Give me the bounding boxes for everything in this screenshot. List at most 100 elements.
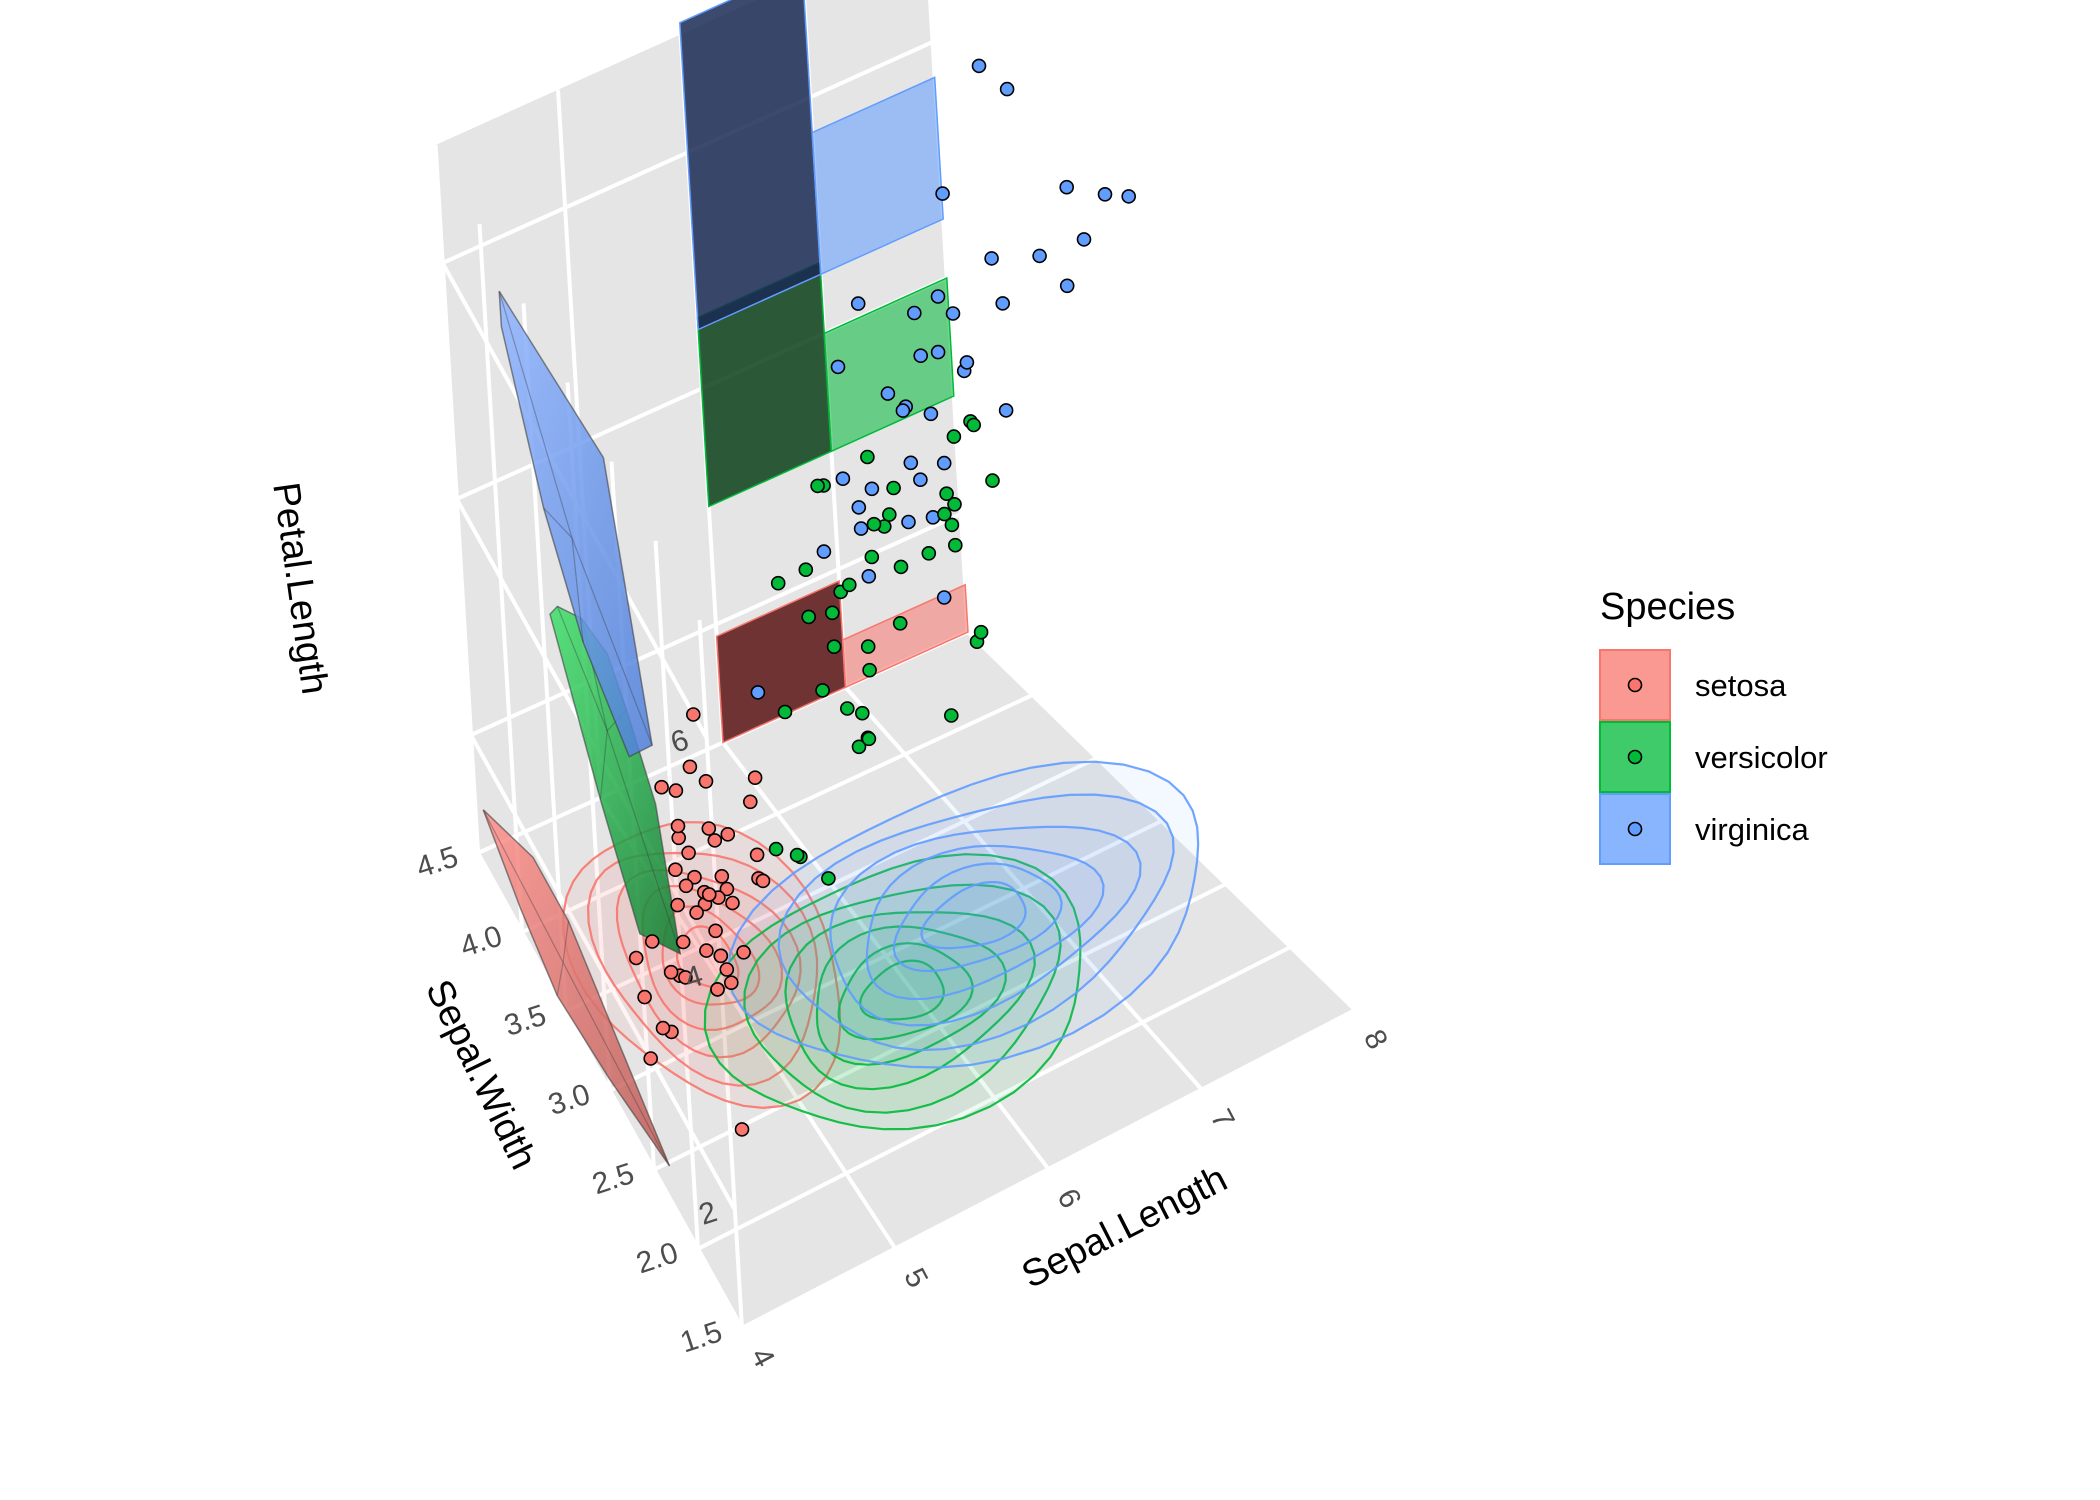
- hull-facet-setosa: [562, 962, 671, 1167]
- point-setosa: [681, 845, 696, 861]
- point-setosa: [713, 948, 729, 964]
- hull-facet-virginica: [571, 537, 584, 643]
- point-setosa: [736, 944, 751, 960]
- contour-virginica: [726, 760, 1200, 1069]
- point-virginica: [959, 355, 975, 370]
- hull-facet-virginica: [543, 507, 573, 539]
- point-setosa: [668, 783, 684, 798]
- legend-label-virginica: virginica: [1695, 812, 1809, 847]
- point-setosa: [637, 989, 652, 1005]
- hull-facet-setosa: [556, 962, 564, 996]
- contour-setosa: [641, 884, 784, 1032]
- point-virginica: [830, 359, 846, 375]
- point-virginica: [936, 455, 952, 471]
- point-versicolor: [810, 478, 825, 494]
- point-setosa: [725, 895, 740, 911]
- point-versicolor: [826, 639, 842, 655]
- point-versicolor: [947, 496, 962, 512]
- point-setosa: [675, 934, 691, 950]
- side-bar-virginica: [811, 76, 944, 276]
- point-versicolor: [886, 480, 901, 496]
- point-setosa: [708, 923, 723, 939]
- point-versicolor: [861, 731, 877, 747]
- point-versicolor: [893, 559, 909, 575]
- y-tick-label: 2.0: [632, 1236, 682, 1280]
- point-setosa: [670, 818, 686, 834]
- point-virginica: [1032, 248, 1047, 264]
- side-bar-versicolor: [823, 276, 955, 453]
- point-virginica: [999, 81, 1015, 97]
- gridline-back-z: [469, 734, 737, 1211]
- point-versicolor: [768, 841, 784, 857]
- point-virginica: [903, 455, 919, 471]
- point-setosa: [719, 962, 735, 977]
- point-virginica: [998, 403, 1014, 418]
- point-virginica: [1059, 179, 1074, 195]
- hull-facet-versicolor: [606, 730, 681, 955]
- point-virginica: [850, 296, 866, 311]
- gridline-floor-y: [741, 1008, 1356, 1330]
- hull-facet-versicolor: [556, 606, 608, 732]
- y-tick-label: 4.5: [412, 840, 462, 884]
- point-setosa: [749, 847, 765, 863]
- point-setosa: [628, 950, 644, 966]
- point-virginica: [1076, 232, 1092, 247]
- point-setosa: [668, 862, 683, 878]
- point-versicolor: [973, 624, 989, 640]
- point-virginica: [750, 685, 766, 700]
- x-axis-title: Sepal.Length: [1015, 1158, 1234, 1297]
- point-setosa: [682, 759, 698, 775]
- point-versicolor: [892, 615, 908, 631]
- x-tick-label: 8: [1357, 1024, 1394, 1054]
- point-setosa: [663, 964, 679, 980]
- point-versicolor: [939, 486, 954, 502]
- point-versicolor: [862, 662, 877, 678]
- point-virginica: [906, 305, 922, 321]
- point-setosa: [678, 970, 693, 985]
- hull-virginica: [498, 290, 653, 758]
- hull-facet-virginica: [571, 537, 653, 746]
- gridline-floor-y: [521, 693, 1034, 934]
- point-versicolor: [860, 639, 876, 654]
- floor-density-contours: [562, 760, 1200, 1131]
- contour-versicolor: [859, 959, 945, 1021]
- point-setosa: [699, 943, 714, 958]
- y-tick-label: 1.5: [676, 1315, 726, 1359]
- gridline-side-z: [470, 512, 962, 737]
- contour-virginica: [892, 862, 1063, 973]
- point-virginica: [930, 289, 946, 304]
- y-tick-label: 2.5: [588, 1157, 638, 1201]
- point-versicolor: [815, 683, 830, 698]
- point-versicolor: [943, 708, 959, 723]
- y-tick-label: 3.5: [500, 999, 550, 1043]
- y-tick-label: 3.0: [544, 1078, 594, 1122]
- point-setosa: [678, 878, 694, 894]
- legend-key-point-setosa: [1627, 677, 1643, 693]
- point-virginica: [1097, 187, 1113, 202]
- point-virginica: [816, 544, 832, 559]
- point-versicolor: [921, 545, 937, 561]
- point-versicolor: [854, 705, 870, 721]
- x-tick-label: 4: [744, 1342, 781, 1372]
- point-versicolor: [944, 517, 960, 533]
- hull-facet-versicolor: [599, 730, 608, 800]
- point-virginica: [901, 514, 916, 530]
- point-setosa: [685, 707, 701, 722]
- point-versicolor: [966, 417, 982, 433]
- legend-title: Species: [1600, 586, 1735, 628]
- point-virginica: [923, 406, 939, 422]
- point-versicolor: [947, 537, 963, 553]
- point-setosa: [654, 779, 669, 795]
- point-versicolor: [985, 473, 1000, 488]
- legend-key-point-versicolor: [1627, 749, 1643, 765]
- legend-label-setosa: setosa: [1695, 668, 1787, 703]
- hull-facet-virginica: [498, 291, 573, 538]
- point-setosa: [698, 773, 714, 789]
- point-setosa: [742, 794, 758, 810]
- point-versicolor: [860, 449, 875, 465]
- point-setosa: [644, 934, 660, 949]
- data-points: [628, 58, 1136, 1137]
- point-setosa: [670, 897, 685, 913]
- point-virginica: [1059, 278, 1075, 294]
